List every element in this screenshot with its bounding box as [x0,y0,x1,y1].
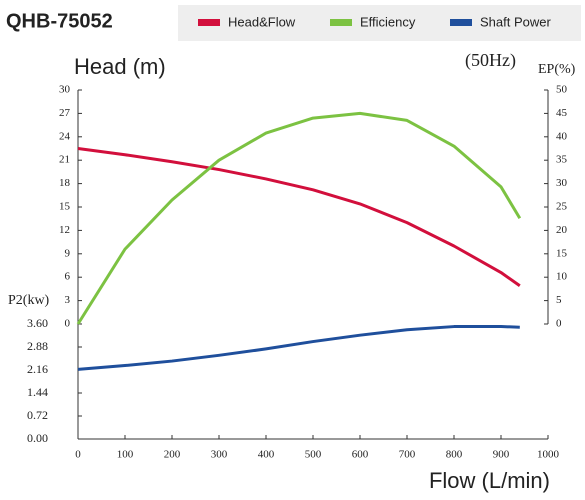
y3-tick-label: 0.72 [27,408,48,422]
series-line [76,111,522,325]
x-tick-label: 700 [399,449,416,461]
x-tick-label: 900 [493,449,510,461]
x-tick-label: 400 [258,449,275,461]
y2-tick-label: 50 [556,84,568,96]
chart-title: QHB-75052 [6,10,113,32]
y3-axis-title: P2(kw) [8,293,50,308]
y2-tick-label: 40 [556,130,568,142]
y-tick-label: 24 [59,130,71,142]
y3-tick-label: 3.60 [27,316,48,330]
y2-tick-label: 45 [556,107,568,119]
y2-tick-label: 5 [556,294,562,306]
y-tick-label: 3 [65,294,71,306]
y2-tick-label: 35 [556,154,568,166]
x-axis-title: Flow (L/min) [429,468,550,493]
y-tick-label: 9 [65,247,71,259]
legend-swatch [330,19,352,26]
x-tick-label: 800 [446,449,463,461]
y-tick-label: 6 [65,271,71,283]
y2-tick-label: 15 [556,247,568,259]
y3-tick-label: 2.88 [27,339,48,353]
y2-tick-label: 0 [556,318,562,330]
legend-box [178,5,581,41]
y-tick-label: 27 [59,107,71,119]
y3-tick-label: 2.16 [27,362,48,376]
y2-tick-label: 25 [556,201,568,213]
legend-label: Efficiency [360,14,416,29]
y-tick-label: 18 [59,177,71,189]
x-tick-label: 600 [352,449,369,461]
x-tick-label: 1000 [537,449,560,461]
y-tick-label: 21 [59,154,70,166]
subtitle: (50Hz) [465,50,516,71]
series-line [77,147,521,288]
y-tick-label: 15 [59,201,71,213]
x-tick-label: 200 [164,449,181,461]
legend-label: Shaft Power [480,14,551,29]
y3-tick-label: 1.44 [27,385,48,399]
series-line [77,325,520,371]
y3-tick-label: 0.00 [27,431,48,445]
x-tick-label: 0 [75,449,81,461]
y-tick-label: 30 [59,84,71,96]
legend-swatch [450,19,472,26]
x-tick-label: 300 [211,449,228,461]
x-tick-label: 100 [117,449,134,461]
y2-tick-label: 10 [556,271,568,283]
y2-tick-label: 20 [556,224,568,236]
y-tick-label: 0 [65,318,71,330]
x-tick-label: 500 [305,449,322,461]
y2-axis-title: EP(%) [538,62,576,77]
y2-tick-label: 30 [556,177,568,189]
legend-label: Head&Flow [228,14,296,29]
y-tick-label: 12 [59,224,70,236]
y-axis-title: Head (m) [74,54,166,79]
legend-swatch [198,19,220,26]
